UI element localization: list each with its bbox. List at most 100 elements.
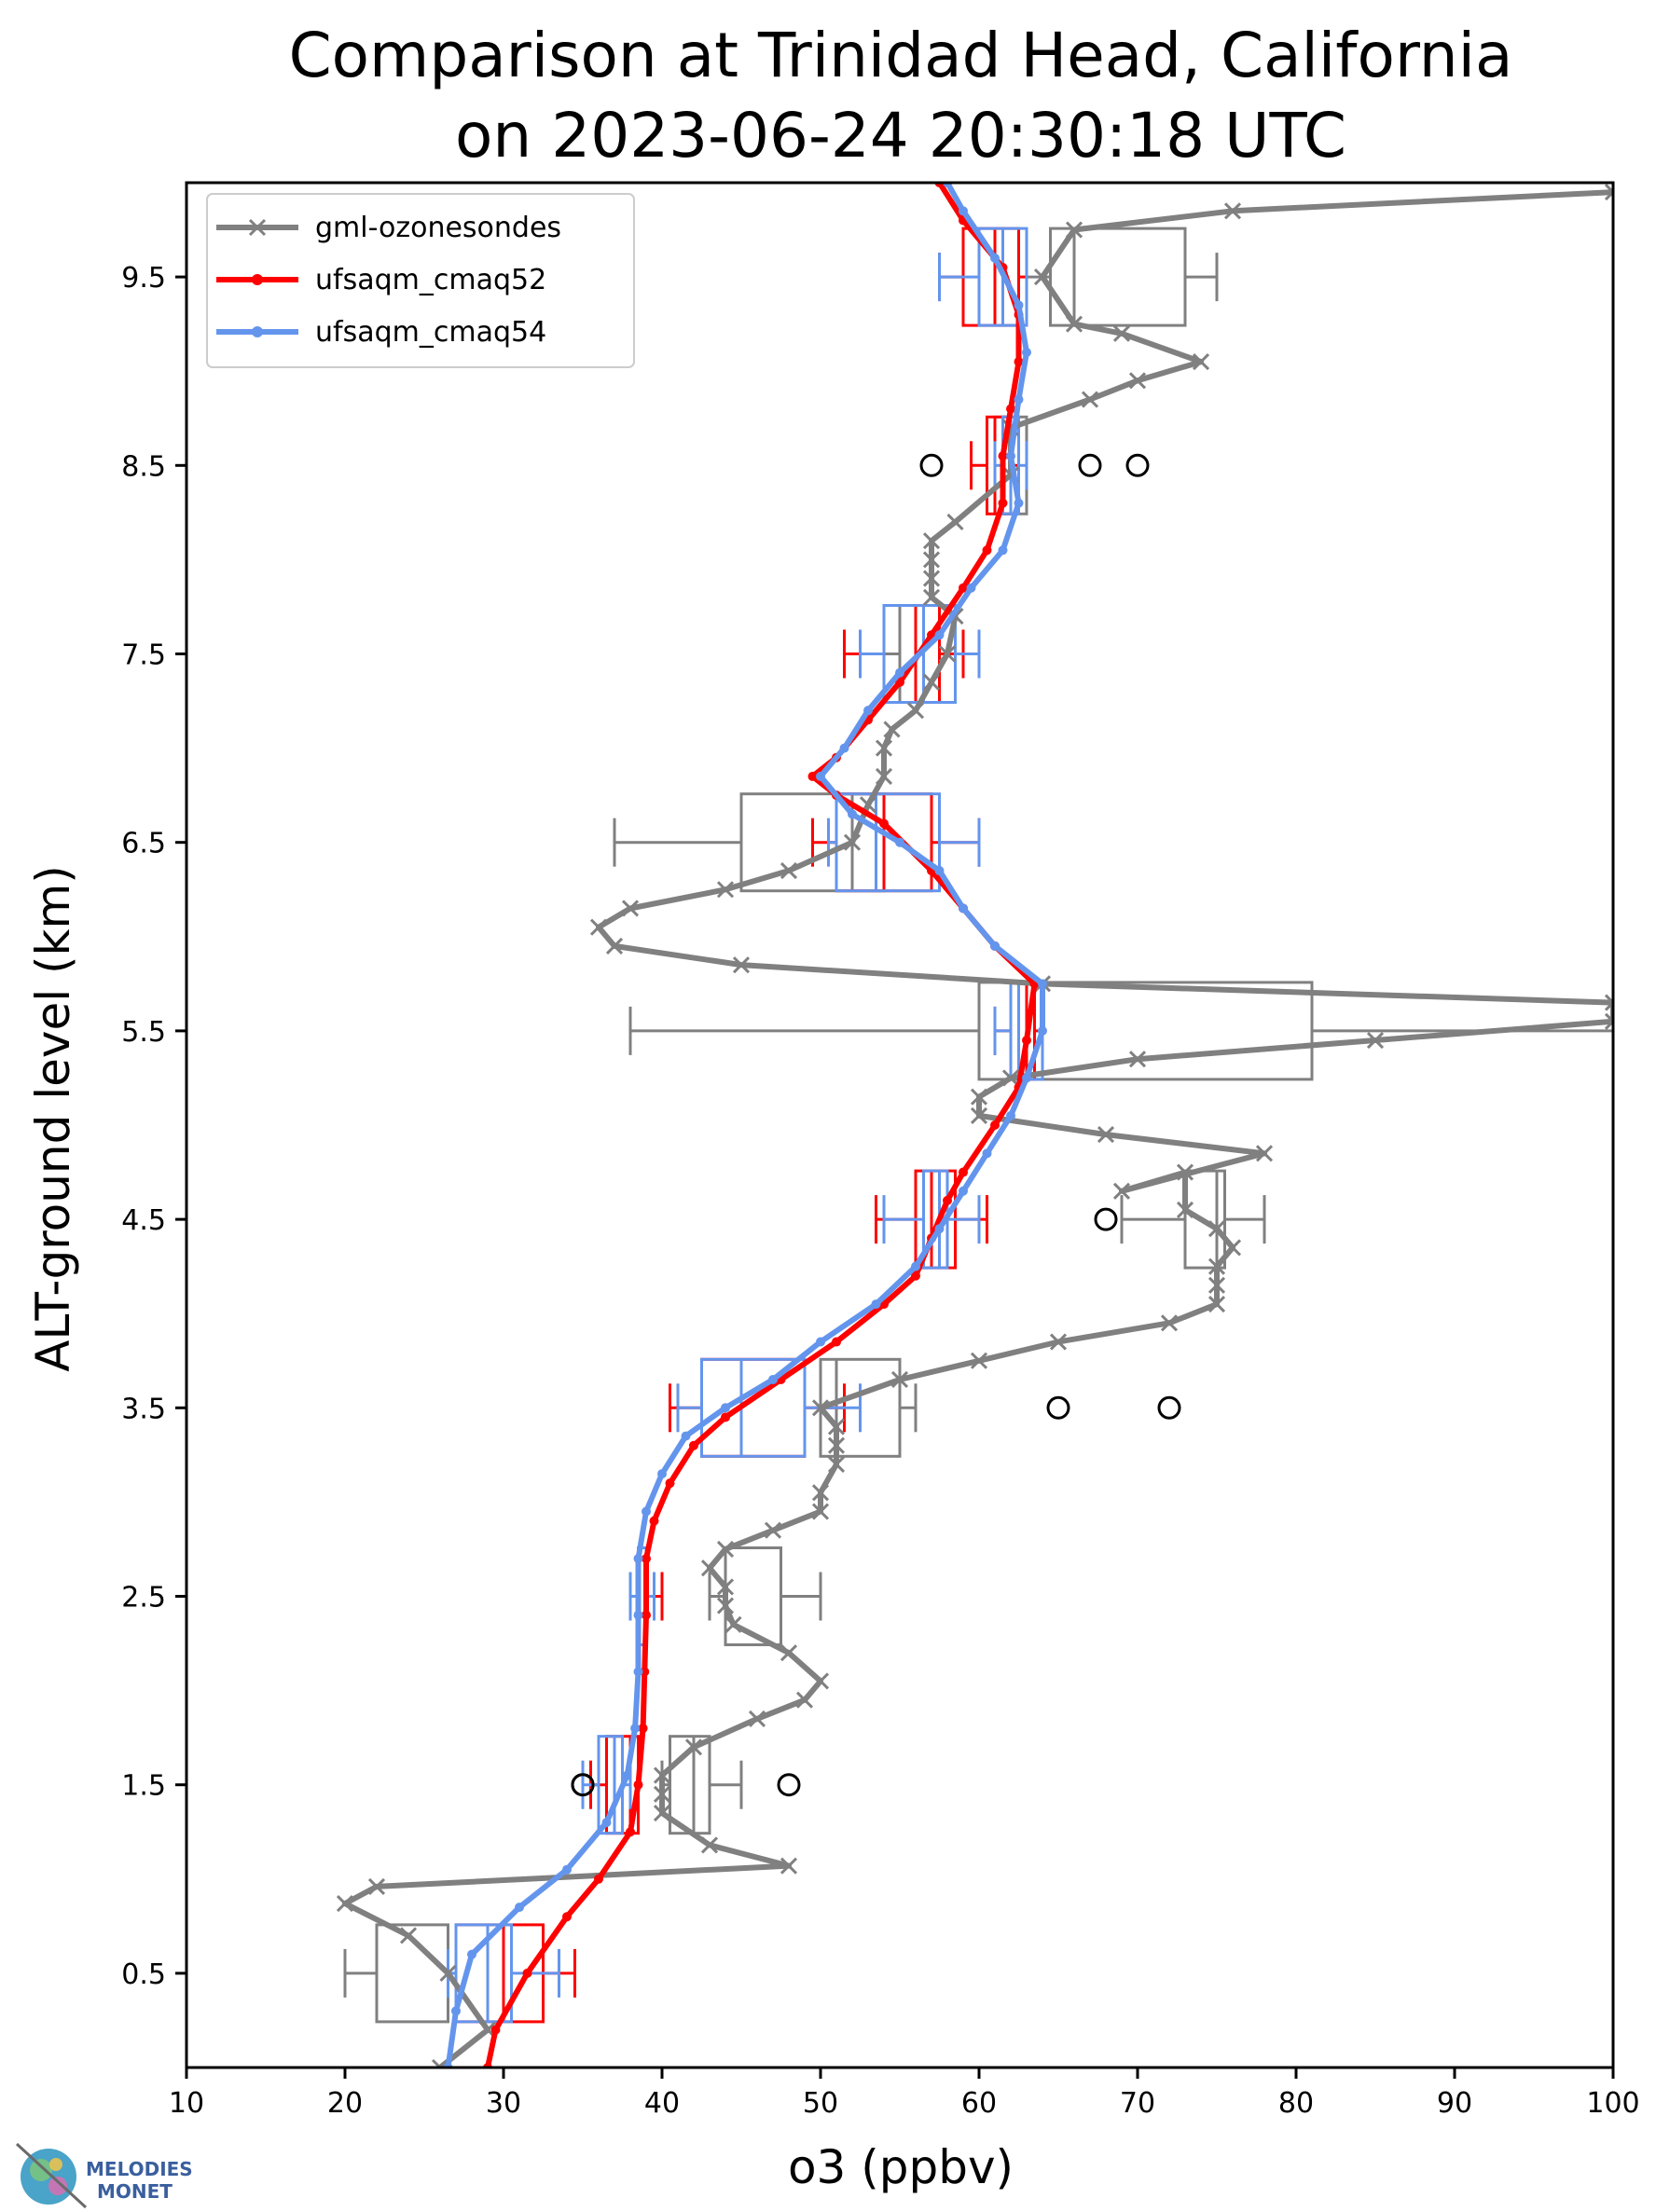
data-point-gml-ozonesondes xyxy=(1001,1069,1020,1087)
data-point-ufsaqm_cmaq52 xyxy=(633,1779,643,1790)
x-tick-label: 100 xyxy=(1586,2087,1639,2120)
y-axis-label: ALT-ground level (km) xyxy=(26,865,80,1371)
logo-text-line1: MELODIES xyxy=(86,2158,193,2180)
data-point-ufsaqm_cmaq54 xyxy=(721,1403,730,1413)
data-point-gml-ozonesondes xyxy=(780,1644,798,1662)
data-point-gml-ozonesondes xyxy=(748,1710,766,1727)
data-point-ufsaqm_cmaq52 xyxy=(562,1912,572,1922)
data-point-gml-ozonesondes xyxy=(922,588,941,606)
data-point-gml-ozonesondes xyxy=(883,721,901,738)
legend-frame xyxy=(206,193,635,368)
data-point-gml-ozonesondes xyxy=(970,1088,988,1106)
y-tick-label: 0.5 xyxy=(121,1958,166,1991)
data-point-ufsaqm_cmaq54 xyxy=(1014,300,1024,310)
data-point-ufsaqm_cmaq54 xyxy=(451,2006,461,2016)
data-point-gml-ozonesondes xyxy=(970,1106,988,1124)
data-point-gml-ozonesondes xyxy=(1176,1163,1194,1181)
data-point-ufsaqm_cmaq54 xyxy=(657,1469,667,1479)
data-point-ufsaqm_cmaq54 xyxy=(839,743,849,753)
box-iqr xyxy=(700,1357,807,1458)
data-point-gml-ozonesondes xyxy=(1160,1314,1179,1332)
series-line-ufsaqm_cmaq54 xyxy=(445,183,1045,2068)
data-point-ufsaqm_cmaq54 xyxy=(1022,1073,1031,1083)
data-point-gml-ozonesondes xyxy=(1065,221,1083,239)
data-point-gml-ozonesondes xyxy=(700,1836,719,1854)
data-point-ufsaqm_cmaq54 xyxy=(1006,451,1015,461)
data-point-ufsaqm_cmaq54 xyxy=(633,1610,643,1620)
data-point-ufsaqm_cmaq54 xyxy=(1022,347,1031,357)
data-point-ufsaqm_cmaq52 xyxy=(642,1610,651,1620)
data-point-gml-ozonesondes xyxy=(811,1672,830,1690)
logo-text-line2: MONET xyxy=(97,2180,172,2203)
box-flier xyxy=(777,1773,801,1797)
data-point-ufsaqm_cmaq54 xyxy=(467,1949,476,1959)
y-tick-label: 8.5 xyxy=(121,450,166,483)
data-point-ufsaqm_cmaq52 xyxy=(998,451,1008,461)
data-point-gml-ozonesondes xyxy=(811,1484,830,1502)
data-point-ufsaqm_cmaq52 xyxy=(911,1271,920,1281)
data-point-ufsaqm_cmaq52 xyxy=(998,498,1008,508)
data-point-gml-ozonesondes xyxy=(716,1597,735,1614)
data-point-gml-ozonesondes xyxy=(1208,1296,1226,1313)
data-point-gml-ozonesondes xyxy=(1065,315,1083,333)
data-point-gml-ozonesondes xyxy=(1192,353,1210,371)
y-tick-label: 6.5 xyxy=(121,828,166,860)
data-point-gml-ozonesondes xyxy=(922,570,941,587)
data-point-gml-ozonesondes xyxy=(922,551,941,569)
box-flier xyxy=(1046,1395,1070,1420)
data-point-gml-ozonesondes xyxy=(1112,324,1131,342)
data-point-ufsaqm_cmaq52 xyxy=(959,583,968,593)
x-tick-label: 40 xyxy=(644,2087,680,2120)
data-point-gml-ozonesondes xyxy=(906,702,925,720)
data-point-gml-ozonesondes xyxy=(653,1766,671,1784)
data-point-gml-ozonesondes xyxy=(970,1352,988,1369)
data-point-ufsaqm_cmaq54 xyxy=(1014,394,1024,405)
data-point-gml-ozonesondes xyxy=(811,1399,830,1417)
data-point-gml-ozonesondes xyxy=(1128,372,1147,390)
data-point-gml-ozonesondes xyxy=(1033,268,1052,286)
data-point-ufsaqm_cmaq52 xyxy=(943,1195,952,1205)
data-point-gml-ozonesondes xyxy=(700,1559,719,1577)
data-point-ufsaqm_cmaq52 xyxy=(721,1412,730,1422)
data-point-ufsaqm_cmaq54 xyxy=(959,1186,968,1196)
data-point-ufsaqm_cmaq54 xyxy=(959,206,968,216)
data-point-gml-ozonesondes xyxy=(1208,1220,1226,1238)
x-tick-label: 60 xyxy=(961,2087,997,2120)
data-point-gml-ozonesondes xyxy=(716,1578,735,1596)
data-point-gml-ozonesondes xyxy=(716,881,735,899)
data-point-gml-ozonesondes xyxy=(589,918,608,936)
data-point-ufsaqm_cmaq54 xyxy=(990,941,1000,951)
boxplot-ufsaqm_cmaq54-6.5 xyxy=(827,792,981,893)
chart-title-line2: on 2023-06-24 20:30:18 UTC xyxy=(455,100,1346,172)
data-point-gml-ozonesondes xyxy=(399,1927,418,1944)
legend-marker xyxy=(252,326,263,337)
data-point-ufsaqm_cmaq54 xyxy=(768,1374,778,1384)
plot-frame xyxy=(185,181,1615,2069)
axis-ticks: 10 20 30 40 50 60 70 80 90 100 0.5 1.5 2.5 3.5 4.5 5.5 6… xyxy=(121,262,1639,2120)
data-point-gml-ozonesondes xyxy=(922,532,941,550)
box-flier xyxy=(919,453,944,477)
legend-marker xyxy=(252,274,263,285)
data-point-ufsaqm_cmaq52 xyxy=(990,1120,1000,1130)
data-point-gml-ozonesondes xyxy=(780,1857,798,1875)
y-tick-label: 7.5 xyxy=(121,639,166,672)
data-point-ufsaqm_cmaq52 xyxy=(642,1554,651,1564)
data-point-ufsaqm_cmaq52 xyxy=(879,818,889,829)
data-point-ufsaqm_cmaq54 xyxy=(871,1299,881,1310)
data-point-gml-ozonesondes xyxy=(1208,1276,1226,1294)
data-point-gml-ozonesondes xyxy=(431,2058,449,2068)
data-point-ufsaqm_cmaq52 xyxy=(638,1724,648,1734)
globe-icon xyxy=(15,2142,88,2209)
data-point-gml-ozonesondes xyxy=(1255,1145,1274,1162)
data-point-ufsaqm_cmaq54 xyxy=(966,583,976,593)
data-point-gml-ozonesondes xyxy=(1604,1012,1613,1030)
data-point-gml-ozonesondes xyxy=(724,1615,742,1633)
data-point-gml-ozonesondes xyxy=(621,900,640,917)
x-axis-label: o3 (ppbv) xyxy=(788,2140,1014,2194)
data-point-gml-ozonesondes xyxy=(605,937,624,955)
data-point-ufsaqm_cmaq52 xyxy=(959,1167,968,1177)
x-tick-label: 70 xyxy=(1120,2087,1155,2120)
data-point-gml-ozonesondes xyxy=(684,1738,703,1756)
box-flier xyxy=(1094,1207,1118,1231)
